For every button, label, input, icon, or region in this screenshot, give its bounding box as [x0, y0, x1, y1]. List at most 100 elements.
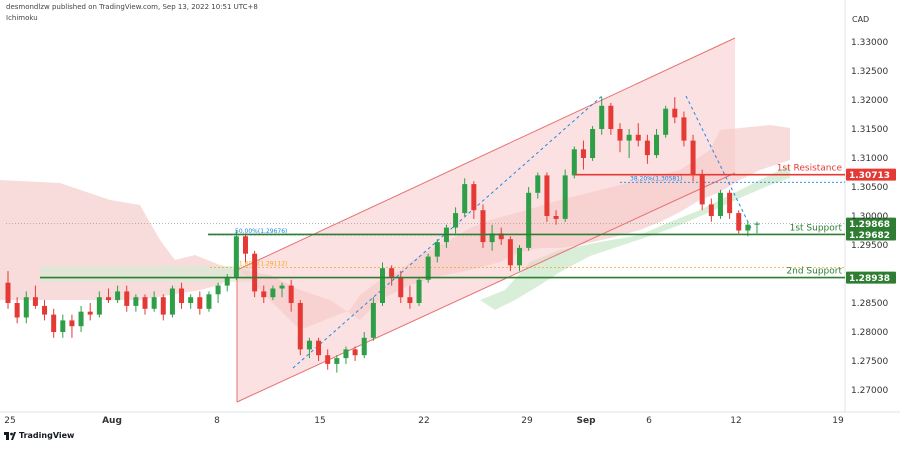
candle-body — [197, 297, 203, 309]
time-tick-label: 15 — [314, 416, 325, 426]
candle-body — [571, 149, 577, 176]
price-tick-label: 1.27500 — [851, 357, 888, 367]
time-tick-label: Sep — [576, 416, 596, 426]
price-tick-label: 1.30500 — [851, 183, 888, 193]
candle-body — [462, 184, 468, 214]
candle-body — [745, 224, 751, 231]
candle-body — [105, 297, 111, 301]
candle-body — [87, 311, 93, 315]
candle-body — [224, 276, 230, 286]
candle-body — [663, 108, 669, 135]
candle-body — [115, 291, 121, 301]
price-tick-label: 1.33000 — [851, 38, 888, 48]
candle-body — [526, 192, 532, 248]
level-name-label: 1st Support — [790, 223, 843, 233]
candle-body — [179, 288, 185, 303]
candle-body — [188, 297, 194, 303]
level-price-badge-text: 1.29682 — [849, 231, 890, 241]
time-tick-label: 6 — [646, 416, 652, 426]
candle-body — [544, 175, 550, 216]
time-tick-label: Aug — [102, 416, 122, 426]
candle-body — [389, 268, 395, 277]
candle-body — [708, 204, 714, 216]
brand-name: TradingView — [19, 431, 75, 440]
candle-body — [361, 337, 367, 356]
currency-label: CAD — [852, 15, 870, 24]
time-tick-label: 22 — [418, 416, 429, 426]
candle-body — [297, 303, 303, 350]
candle-body — [279, 285, 285, 289]
candle-body — [453, 213, 459, 228]
price-tick-label: 1.31000 — [851, 154, 888, 164]
candle-body — [69, 320, 75, 327]
candle-body — [681, 117, 687, 141]
current-price-badge — [846, 217, 896, 230]
candle-body — [242, 236, 248, 254]
price-tick-label: 1.28500 — [851, 299, 888, 309]
candle-body — [699, 175, 705, 205]
candle-body — [124, 291, 130, 306]
time-tick-label: 19 — [832, 416, 844, 426]
candle-body — [599, 105, 605, 129]
candle-body — [562, 175, 568, 219]
price-tick-label: 1.29500 — [851, 241, 888, 251]
candle-body — [252, 253, 258, 292]
time-axis: 25 Aug 8 15 22 29 Sep 6 12 19 — [4, 416, 844, 426]
candle-body — [480, 210, 486, 243]
candle-body — [352, 349, 358, 356]
support-zone-fill — [40, 266, 250, 282]
candle-body — [51, 314, 57, 332]
fib-level-label: 38.20%(1.30581) — [630, 175, 682, 182]
candle-body — [334, 358, 340, 364]
candle-body — [498, 233, 504, 240]
tradingview-logo[interactable]: TradingView — [4, 431, 74, 440]
candle-body — [133, 297, 139, 306]
level-name-label: 1st Resistance — [777, 164, 843, 174]
indicator-label[interactable]: Ichimoku — [6, 14, 38, 22]
candle-body — [316, 340, 322, 356]
fib-level-label: 61.80%(1.29112) — [235, 261, 287, 268]
candle-body — [60, 320, 66, 332]
time-tick-label: 8 — [214, 416, 220, 426]
candle-body — [142, 297, 148, 309]
price-tick-label: 1.30000 — [851, 212, 888, 222]
candle-body — [617, 129, 623, 141]
level-price-badge — [846, 228, 896, 241]
candle-body — [407, 297, 413, 303]
candle-body — [553, 216, 559, 219]
candle-body — [306, 340, 312, 350]
fib-level-label: 50.00%(1.29676) — [235, 228, 287, 235]
candle-body — [654, 134, 660, 156]
candlestick-series — [5, 97, 760, 373]
candle-body — [489, 233, 495, 243]
candle-body — [416, 279, 422, 303]
level-price-badge-text: 1.28938 — [849, 274, 890, 284]
candle-body — [580, 149, 586, 158]
level-price-badge — [846, 271, 896, 284]
time-tick-label: 12 — [730, 416, 741, 426]
candle-body — [78, 311, 84, 327]
candle-body — [288, 285, 294, 303]
candle-body — [517, 247, 523, 266]
candle-body — [160, 297, 166, 315]
current-price-badge-text: 1.29868 — [849, 220, 890, 230]
candle-body — [206, 294, 212, 309]
candle-body — [270, 288, 276, 298]
candle-body — [535, 175, 541, 193]
price-tick-label: 1.27000 — [851, 386, 888, 396]
fib-trendline-down — [685, 95, 753, 231]
cloud-bullish-fill — [480, 165, 790, 310]
price-tick-label: 1.32500 — [851, 67, 888, 77]
candle-body — [233, 236, 239, 277]
candle-body — [672, 108, 678, 118]
candle-body — [370, 303, 376, 338]
price-tick-label: 1.28000 — [851, 328, 888, 338]
publisher-line: desmondlzw published on TradingView.com,… — [6, 3, 258, 11]
level-price-badge — [846, 168, 896, 181]
price-tick-label: 1.31500 — [851, 125, 888, 135]
time-tick-label: 25 — [4, 416, 15, 426]
candle-body — [425, 256, 431, 280]
candle-body — [32, 297, 38, 306]
